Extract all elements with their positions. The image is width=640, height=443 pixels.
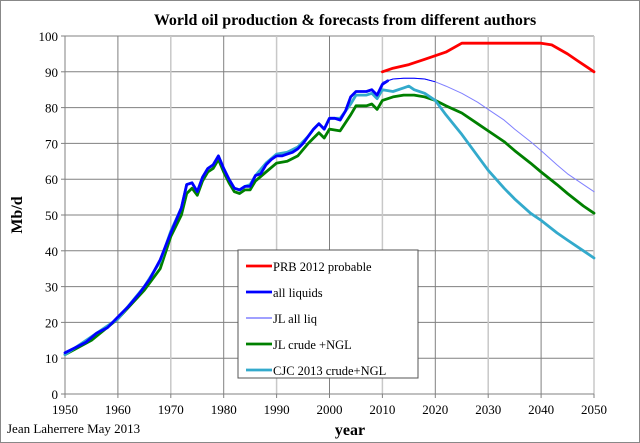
- legend: PRB 2012 probable all liquids JL all liq JL…: [237, 249, 419, 379]
- y-tick-label: 70: [45, 136, 58, 151]
- y-tick-label: 40: [45, 244, 58, 259]
- legend-box: [237, 249, 419, 379]
- y-tick-label: 60: [45, 172, 58, 187]
- series-line-prb-2012-probable: [380, 41, 596, 74]
- y-tick-label: 10: [45, 351, 58, 366]
- legend-label: PRB 2012 probable: [273, 260, 372, 274]
- x-tick-label: 1960: [105, 402, 131, 417]
- x-tick-label: 2050: [581, 402, 607, 417]
- x-tick-label: 1980: [211, 402, 237, 417]
- legend-label: all liquids: [273, 286, 323, 300]
- x-tick-label: 2010: [369, 402, 395, 417]
- x-tick-label: 2040: [528, 402, 554, 417]
- x-tick-label: 1990: [264, 402, 290, 417]
- chart-title: World oil production & forecasts from di…: [154, 12, 536, 29]
- series-layer: [63, 41, 596, 357]
- y-tick-label: 80: [45, 101, 58, 116]
- x-axis-title: year: [335, 422, 365, 439]
- x-tick-label: 1970: [158, 402, 184, 417]
- y-tick-label: 20: [45, 315, 58, 330]
- y-tick-label: 50: [45, 208, 58, 223]
- legend-label: JL crude +NGL: [273, 338, 352, 352]
- legend-label: JL all liq: [273, 312, 318, 326]
- series-line-jl-all-liq-segment: [382, 77, 436, 83]
- credit-text: Jean Laherrere May 2013: [7, 421, 140, 436]
- y-tick-label: 0: [52, 387, 59, 402]
- y-tick-label: 30: [45, 280, 58, 295]
- series-line-all-liquids: [63, 79, 390, 355]
- x-tick-label: 2030: [475, 402, 501, 417]
- x-tick-label: 2020: [422, 402, 448, 417]
- y-tick-label: 100: [39, 29, 59, 44]
- legend-label: CJC 2013 crude+NGL: [273, 364, 386, 378]
- y-axis-title: Mb/d: [9, 196, 26, 233]
- y-tick-label: 90: [45, 65, 58, 80]
- x-tick-label: 1950: [52, 402, 78, 417]
- series-line-jl-crude-ngl: [63, 93, 596, 357]
- x-tick-label: 2000: [317, 402, 343, 417]
